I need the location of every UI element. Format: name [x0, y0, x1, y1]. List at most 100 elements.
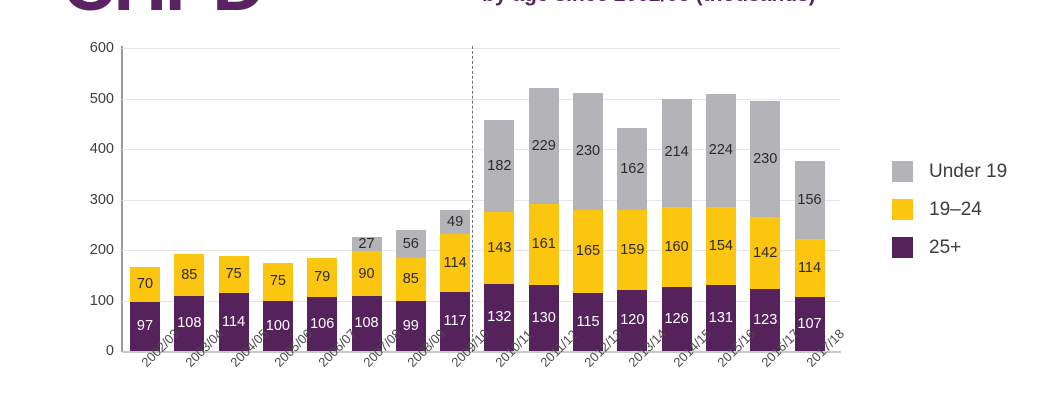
legend-label: Under 19	[929, 160, 1008, 182]
legend-item-age-19-24[interactable]: 19–24	[892, 190, 1052, 228]
bar-segment-under-19[interactable]: 49	[440, 209, 471, 235]
bar-stack[interactable]: 85 108	[174, 253, 205, 351]
bar-segment-19-24[interactable]: 165	[573, 209, 603, 293]
bar-segment-19-24[interactable]: 70	[130, 266, 160, 303]
bar-segment-19-24[interactable]: 160	[661, 206, 692, 288]
bar-segment-19-24[interactable]: 79	[307, 257, 338, 298]
bar-segment-25-plus[interactable]: 117	[440, 291, 471, 351]
bar-segment-25-plus[interactable]: 131	[705, 284, 736, 351]
bar-stack[interactable]: 214 160 126	[661, 98, 692, 351]
bar-segment-19-24[interactable]: 75	[218, 255, 249, 294]
bar-segment-under-19[interactable]: 229	[528, 88, 559, 205]
bar-value-label: 160	[664, 238, 689, 255]
y-axis-tick-label: 0	[105, 343, 114, 359]
bar-stack[interactable]: 162 159 120	[617, 128, 648, 351]
bar-segment-under-19[interactable]: 27	[351, 237, 382, 252]
bar-value-label: 161	[531, 236, 556, 253]
bar-segment-19-24[interactable]: 161	[528, 204, 559, 286]
bar-segment-25-plus[interactable]: 99	[395, 301, 426, 351]
bar-segment-19-24[interactable]: 114	[440, 234, 471, 292]
bar-stack[interactable]: 79 106	[307, 257, 338, 351]
y-axis-line	[121, 46, 123, 352]
y-axis-tick-label: 600	[89, 40, 114, 56]
bar-value-label: 154	[708, 237, 733, 254]
bar-stack[interactable]: 224 154 131	[705, 93, 736, 351]
bar-value-label: 159	[620, 242, 645, 259]
bar-segment-25-plus[interactable]: 114	[218, 293, 249, 351]
bar-segment-25-plus[interactable]: 108	[174, 296, 205, 351]
bar-segment-19-24[interactable]: 85	[174, 253, 205, 297]
gridline	[122, 300, 840, 302]
bar-value-label: 70	[136, 276, 154, 293]
bar-value-label: 108	[354, 315, 379, 332]
bar-segment-25-plus[interactable]: 126	[661, 287, 692, 351]
y-axis-tick-label: 400	[89, 141, 114, 157]
bar-segment-19-24[interactable]: 90	[351, 251, 382, 297]
bar-value-label: 90	[358, 265, 375, 282]
y-axis-tick-label: 300	[89, 191, 114, 208]
legend-item-under-19[interactable]: Under 19	[892, 152, 1052, 190]
bar-value-label: 143	[487, 239, 512, 256]
bar-value-label: 115	[576, 313, 600, 330]
bar-value-label: 214	[664, 144, 689, 161]
bar-segment-under-19[interactable]: 162	[617, 128, 648, 211]
bar-segment-25-plus[interactable]: 100	[262, 300, 293, 351]
bar-segment-25-plus[interactable]: 130	[528, 285, 559, 351]
bar-segment-25-plus[interactable]: 107	[794, 296, 825, 351]
bar-value-label: 99	[402, 317, 419, 334]
bar-stack[interactable]: 49 114 117	[440, 209, 471, 351]
bar-segment-25-plus[interactable]: 132	[484, 284, 515, 351]
bar-segment-under-19[interactable]: 56	[395, 229, 426, 259]
bar-segment-25-plus[interactable]: 123	[750, 288, 781, 351]
bar-segment-25-plus[interactable]: 120	[617, 290, 648, 351]
bar-value-label: 79	[314, 269, 331, 286]
bar-segment-19-24[interactable]: 75	[262, 262, 293, 301]
bar-stack[interactable]: 75 100	[262, 262, 293, 351]
bar-segment-25-plus[interactable]: 115	[573, 292, 603, 351]
bar-value-label: 108	[177, 315, 202, 332]
bar-stack[interactable]: 156 114 107	[794, 160, 825, 351]
bar-value-label: 130	[531, 309, 556, 326]
bar-stack[interactable]: 75 114	[218, 255, 249, 351]
bar-stack[interactable]: 230 142 123	[750, 101, 781, 351]
bar-stack[interactable]: 230 165 115	[573, 93, 603, 351]
bar-segment-under-19[interactable]: 156	[794, 160, 825, 240]
bar-value-label: 56	[402, 235, 419, 252]
chart-legend: Under 19 19–24 25+	[892, 152, 1052, 266]
bar-segment-19-24[interactable]: 154	[705, 207, 736, 285]
bar-segment-under-19[interactable]: 214	[661, 98, 692, 207]
bar-segment-under-19[interactable]: 230	[750, 101, 781, 218]
bar-value-label: 117	[443, 313, 467, 330]
bar-segment-25-plus[interactable]: 97	[130, 302, 160, 351]
bar-value-label: 156	[797, 191, 822, 208]
bar-value-label: 162	[620, 160, 645, 177]
bar-value-label: 75	[269, 273, 286, 290]
bar-value-label: 114	[443, 254, 467, 271]
bar-value-label: 165	[575, 243, 601, 260]
bar-segment-under-19[interactable]: 230	[573, 93, 603, 210]
bar-segment-19-24[interactable]: 159	[617, 210, 648, 291]
bar-stack[interactable]: 229 161 130	[528, 88, 559, 351]
bar-value-label: 131	[708, 309, 733, 326]
bar-segment-under-19[interactable]: 224	[705, 93, 736, 208]
bar-value-label: 229	[531, 137, 556, 154]
bar-stack[interactable]: 182 143 132	[484, 120, 515, 351]
bar-value-label: 230	[753, 150, 778, 167]
bar-segment-19-24[interactable]: 142	[750, 217, 781, 289]
bar-segment-19-24[interactable]: 143	[484, 212, 515, 285]
bar-segment-19-24[interactable]: 85	[395, 258, 426, 302]
bar-segment-25-plus[interactable]: 106	[307, 297, 338, 351]
bar-value-label: 123	[753, 311, 778, 328]
chart-title: by age since 2002/03 (thousands)	[482, 0, 816, 5]
legend-item-age-25-plus[interactable]: 25+	[892, 228, 1052, 266]
legend-swatch	[892, 160, 913, 182]
bar-segment-under-19[interactable]: 182	[484, 120, 515, 213]
bar-stack[interactable]: 56 85 99	[395, 229, 426, 351]
bar-segment-25-plus[interactable]: 108	[351, 296, 382, 351]
bar-value-label: 107	[797, 315, 822, 332]
bar-segment-19-24[interactable]: 114	[794, 239, 825, 297]
bar-stack[interactable]: 27 90 108	[351, 237, 382, 351]
bar-stack[interactable]: 70 97	[130, 266, 160, 351]
gridline	[122, 48, 840, 49]
